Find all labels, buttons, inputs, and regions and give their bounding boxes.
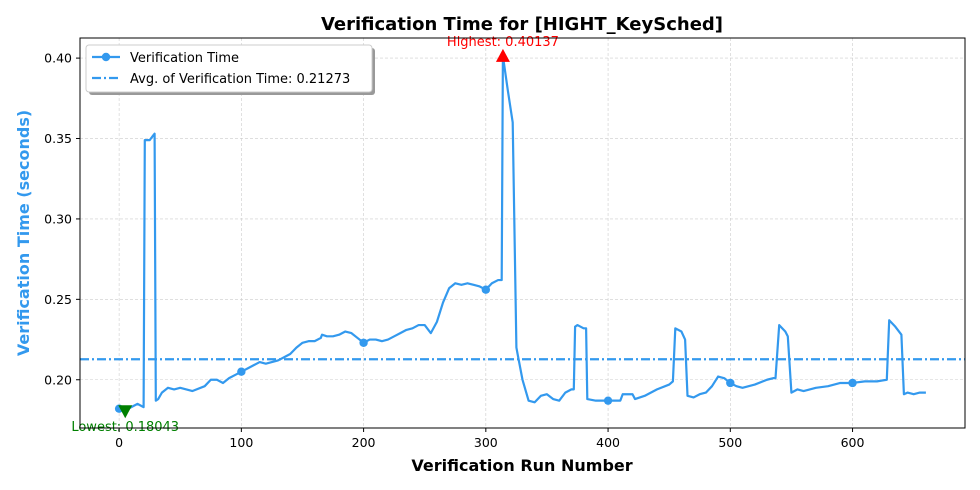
highest-marker [495, 48, 510, 62]
y-tick-label: 0.30 [44, 211, 72, 226]
legend: Verification Time Avg. of Verification T… [85, 44, 375, 95]
x-tick-label: 200 [352, 435, 376, 450]
data-point-marker [481, 285, 491, 294]
legend-box [85, 44, 373, 93]
x-tick-label: 500 [718, 435, 742, 450]
plot-frame [79, 37, 966, 429]
lowest-marker [118, 405, 133, 419]
legend-average-label: Avg. of Verification Time: 0.21273 [130, 72, 350, 87]
highest-label: Highest: 0.40137 [447, 35, 559, 50]
legend-series-label: Verification Time [130, 51, 239, 66]
y-tick-label: 0.35 [44, 131, 72, 146]
y-axis-title: Verification Time (seconds) [14, 110, 33, 356]
legend-series-marker [101, 52, 111, 62]
data-point-marker [726, 378, 735, 388]
y-tick-label: 0.40 [44, 51, 72, 66]
x-axis-title: Verification Run Number [411, 456, 632, 475]
x-axis-ticks: 0 100 200 300 400 500 600 [115, 428, 865, 450]
data-point-marker [848, 378, 857, 388]
y-tick-label: 0.20 [44, 372, 72, 387]
y-tick-label: 0.25 [44, 292, 72, 307]
x-tick-label: 0 [115, 435, 123, 450]
data-point-marker [603, 396, 613, 405]
data-point-marker [237, 367, 246, 376]
x-tick-label: 300 [474, 435, 498, 450]
data-point-marker [359, 338, 368, 347]
y-axis-ticks: 0.20 0.25 0.30 0.35 0.40 [44, 51, 80, 387]
x-tick-label: 100 [229, 435, 253, 450]
x-tick-label: 600 [841, 435, 865, 450]
x-tick-label: 400 [596, 435, 620, 450]
chart-title: Verification Time for [HIGHT_KeySched] [321, 14, 723, 35]
